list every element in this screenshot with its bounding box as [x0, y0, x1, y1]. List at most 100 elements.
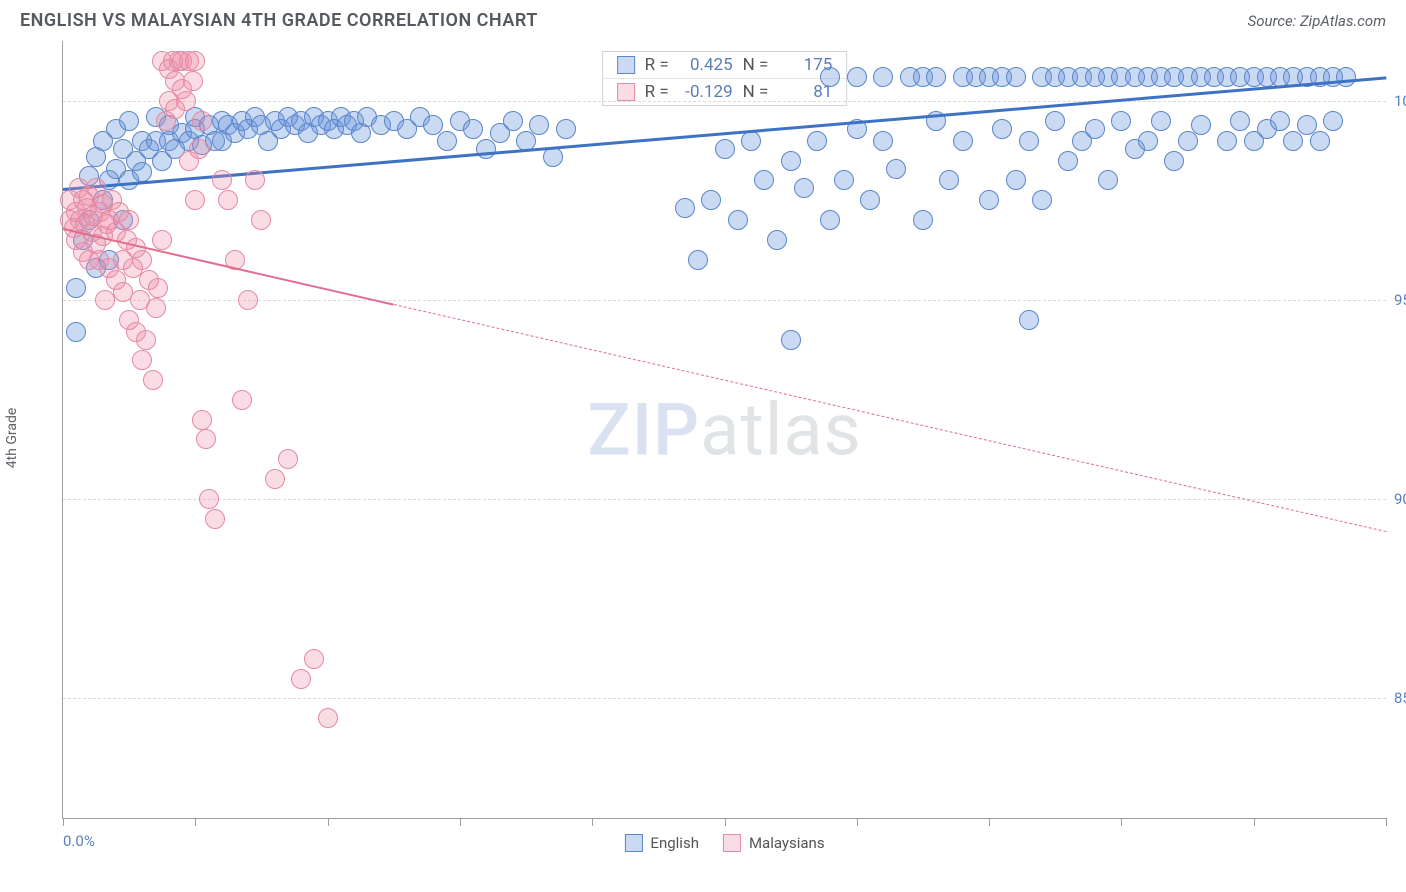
x-tick [1121, 818, 1122, 826]
data-point-english [913, 210, 933, 230]
data-point-english [715, 139, 735, 159]
data-point-english [1045, 111, 1065, 131]
data-point-malaysians [132, 350, 152, 370]
data-point-english [953, 131, 973, 151]
r-value-malaysians: -0.129 [679, 82, 733, 102]
x-tick [1254, 818, 1255, 826]
data-point-malaysians [152, 230, 172, 250]
x-tick [460, 818, 461, 826]
data-point-english [1270, 111, 1290, 131]
x-tick [592, 818, 593, 826]
data-point-english [1310, 131, 1330, 151]
data-point-english [66, 278, 86, 298]
data-point-malaysians [185, 190, 205, 210]
gridline [63, 300, 1386, 301]
data-point-english [847, 67, 867, 87]
data-point-malaysians [192, 111, 212, 131]
x-tick [63, 818, 64, 826]
data-point-malaysians [304, 649, 324, 669]
data-point-english [939, 170, 959, 190]
data-point-english [66, 322, 86, 342]
data-point-malaysians [212, 170, 232, 190]
plot-area: ZIPatlas R = 0.425 N = 175 R = -0.129 N … [62, 41, 1386, 819]
chart-title: ENGLISH VS MALAYSIAN 4TH GRADE CORRELATI… [20, 10, 538, 31]
data-point-malaysians [176, 91, 196, 111]
data-point-english [1019, 131, 1039, 151]
y-tick-label: 95.0% [1394, 291, 1406, 309]
data-point-english [1336, 67, 1356, 87]
data-point-english [1098, 170, 1118, 190]
data-point-malaysians [146, 298, 166, 318]
swatch-malaysians [617, 83, 635, 101]
data-point-english [820, 67, 840, 87]
data-point-english [728, 210, 748, 230]
data-point-english [781, 151, 801, 171]
data-point-english [794, 178, 814, 198]
data-point-malaysians [245, 170, 265, 190]
data-point-english [119, 111, 139, 131]
data-point-malaysians [205, 509, 225, 529]
r-value-english: 0.425 [679, 55, 733, 75]
data-point-english [503, 111, 523, 131]
gridline [63, 698, 1386, 699]
data-point-english [1230, 111, 1250, 131]
data-point-english [1283, 131, 1303, 151]
data-point-english [1006, 170, 1026, 190]
data-point-malaysians [218, 190, 238, 210]
data-point-english [834, 170, 854, 190]
gridline [63, 499, 1386, 500]
data-point-english [767, 230, 787, 250]
legend-item-malaysians: Malaysians [723, 834, 825, 852]
bottom-legend: English Malaysians [624, 834, 824, 852]
data-point-english [556, 119, 576, 139]
swatch-malaysians-icon [723, 834, 741, 852]
data-point-english [529, 115, 549, 135]
data-point-english [1191, 115, 1211, 135]
data-point-malaysians [132, 250, 152, 270]
gridline [63, 101, 1386, 102]
data-point-english [992, 119, 1012, 139]
data-point-malaysians [185, 51, 205, 71]
data-point-malaysians [232, 390, 252, 410]
x-tick [989, 818, 990, 826]
data-point-english [1323, 111, 1343, 131]
swatch-english-icon [624, 834, 642, 852]
data-point-malaysians [196, 429, 216, 449]
data-point-english [873, 131, 893, 151]
data-point-english [741, 131, 761, 151]
data-point-english [886, 159, 906, 179]
data-point-english [688, 250, 708, 270]
x-tick [857, 818, 858, 826]
data-point-english [860, 190, 880, 210]
data-point-english [1032, 190, 1052, 210]
data-point-malaysians [192, 410, 212, 430]
data-point-english [1217, 131, 1237, 151]
legend-stats-box: R = 0.425 N = 175 R = -0.129 N = 81 [602, 51, 848, 106]
data-point-english [1085, 119, 1105, 139]
data-point-malaysians [189, 139, 209, 159]
y-tick-label: 90.0% [1394, 490, 1406, 508]
data-point-malaysians [251, 210, 271, 230]
trendline-dashed-malaysians [394, 304, 1386, 532]
data-point-english [701, 190, 721, 210]
data-point-malaysians [291, 669, 311, 689]
data-point-english [437, 131, 457, 151]
data-point-malaysians [143, 370, 163, 390]
data-point-malaysians [238, 290, 258, 310]
data-point-malaysians [148, 278, 168, 298]
data-point-english [675, 198, 695, 218]
data-point-english [1164, 151, 1184, 171]
data-point-malaysians [318, 708, 338, 728]
data-point-english [754, 170, 774, 190]
data-point-malaysians [183, 71, 203, 91]
data-point-english [1111, 111, 1131, 131]
data-point-english [1178, 131, 1198, 151]
data-point-english [820, 210, 840, 230]
y-axis-label: 4th Grade [4, 408, 20, 469]
x-tick [1386, 818, 1387, 826]
x-tick [725, 818, 726, 826]
data-point-english [1058, 151, 1078, 171]
data-point-english [463, 119, 483, 139]
source-label: Source: ZipAtlas.com [1248, 12, 1386, 30]
data-point-english [926, 67, 946, 87]
